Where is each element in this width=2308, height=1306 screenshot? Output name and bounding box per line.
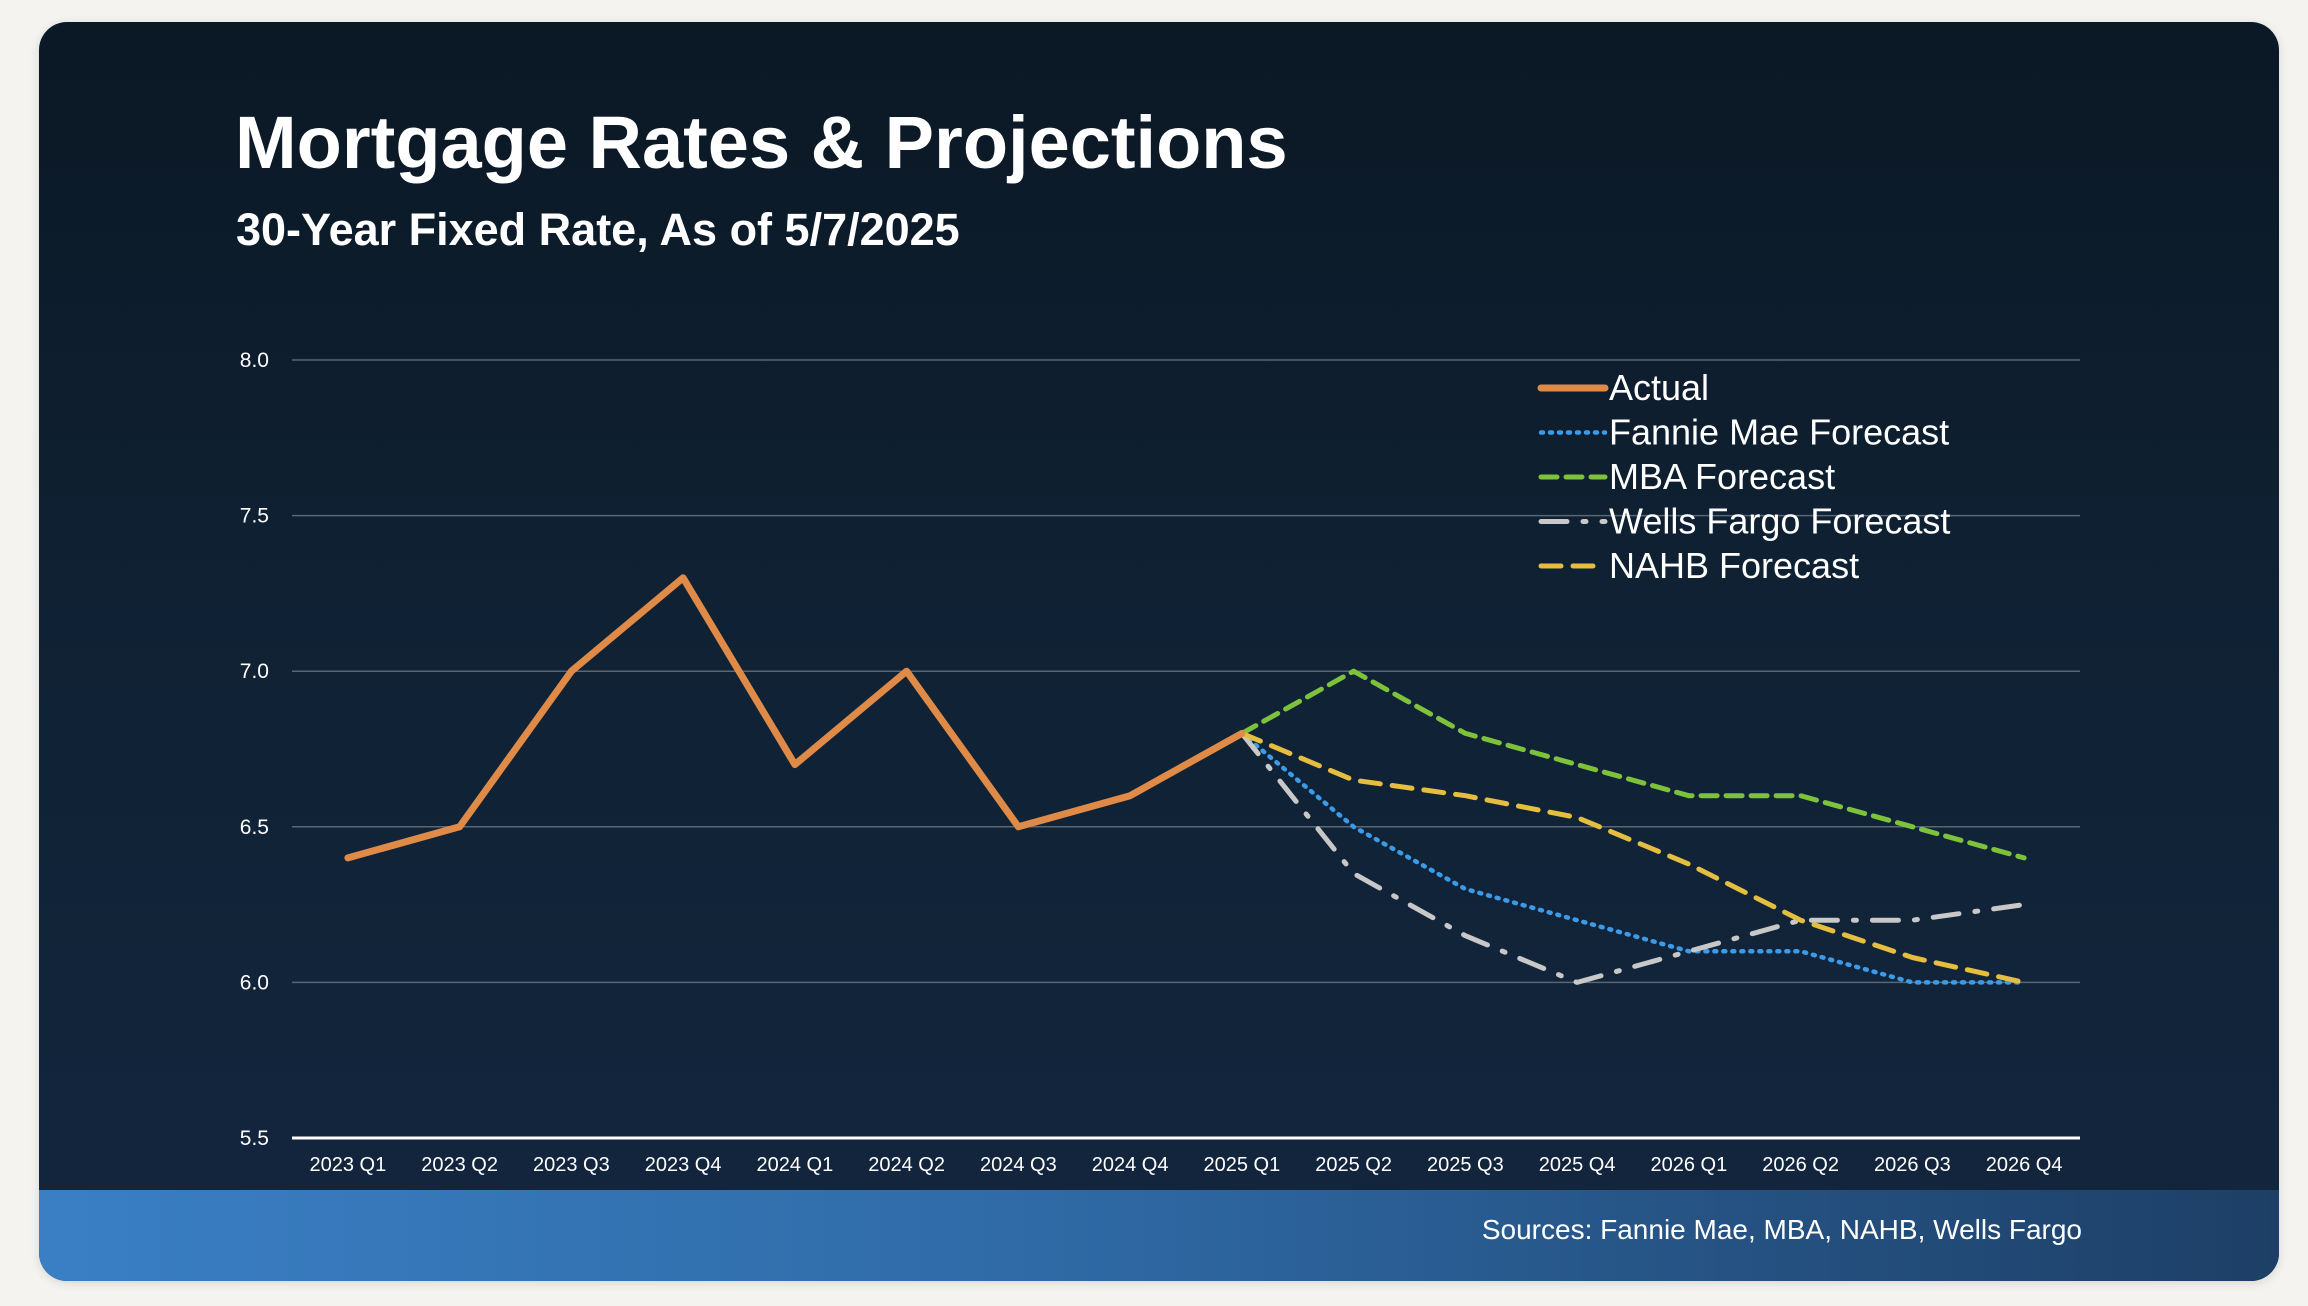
line-chart: 5.5 6.0 6.5 7.0 7.5 8.0 2023 Q1 2023 Q2 2023 Q3… bbox=[240, 349, 2080, 1176]
x-tick-label: 2025 Q2 bbox=[1315, 1154, 1392, 1176]
x-tick-label: 2024 Q2 bbox=[868, 1154, 945, 1176]
x-tick-label: 2026 Q1 bbox=[1651, 1154, 1728, 1176]
series-lines bbox=[344, 574, 2027, 985]
legend-label: Wells Fargo Forecast bbox=[1609, 501, 1950, 542]
slide: Mortgage Rates & Projections 30-Year Fix… bbox=[39, 22, 2279, 1281]
series-line-mba-forecast bbox=[1239, 668, 2027, 861]
source-note: Sources: Fannie Mae, MBA, NAHB, Wells Fa… bbox=[1481, 1214, 2082, 1245]
y-tick-label: 7.0 bbox=[240, 660, 269, 683]
x-tick-label: 2024 Q1 bbox=[757, 1154, 834, 1176]
x-tick-label: 2023 Q2 bbox=[421, 1154, 498, 1176]
y-tick-label: 6.5 bbox=[240, 816, 269, 839]
series-line-wells-fargo-forecast bbox=[1239, 730, 2027, 985]
series-line-nahb-forecast bbox=[1239, 730, 2027, 985]
x-axis-ticks: 2023 Q1 2023 Q2 2023 Q3 2023 Q4 2024 Q1 2024 … bbox=[310, 1154, 2063, 1176]
x-tick-label: 2025 Q3 bbox=[1427, 1154, 1504, 1176]
chart-subtitle: 30-Year Fixed Rate, As of 5/7/2025 bbox=[236, 204, 960, 255]
legend-label: Actual bbox=[1609, 367, 1709, 408]
x-tick-label: 2026 Q4 bbox=[1986, 1154, 2063, 1176]
y-tick-label: 7.5 bbox=[240, 505, 269, 528]
x-tick-label: 2025 Q1 bbox=[1204, 1154, 1281, 1176]
gridlines bbox=[292, 359, 2080, 1140]
legend-label: Fannie Mae Forecast bbox=[1609, 412, 1949, 453]
y-tick-label: 8.0 bbox=[240, 349, 269, 372]
chart-title: Mortgage Rates & Projections bbox=[235, 101, 1288, 184]
y-tick-label: 6.0 bbox=[240, 971, 269, 994]
footer-bar: Sources: Fannie Mae, MBA, NAHB, Wells Fa… bbox=[39, 1190, 2279, 1281]
x-tick-label: 2024 Q4 bbox=[1092, 1154, 1169, 1176]
x-tick-label: 2026 Q2 bbox=[1762, 1154, 1839, 1176]
x-tick-label: 2026 Q3 bbox=[1874, 1154, 1951, 1176]
legend-label: NAHB Forecast bbox=[1609, 545, 1859, 586]
legend-label: MBA Forecast bbox=[1609, 456, 1835, 497]
x-tick-label: 2025 Q4 bbox=[1539, 1154, 1616, 1176]
series-line-fannie-mae-forecast bbox=[1239, 731, 2027, 985]
x-tick-label: 2023 Q4 bbox=[645, 1154, 722, 1176]
x-tick-label: 2023 Q3 bbox=[533, 1154, 610, 1176]
y-axis-ticks: 5.5 6.0 6.5 7.0 7.5 8.0 bbox=[240, 349, 269, 1150]
x-tick-label: 2024 Q3 bbox=[980, 1154, 1057, 1176]
x-tick-label: 2023 Q1 bbox=[310, 1154, 387, 1176]
y-tick-label: 5.5 bbox=[240, 1127, 269, 1150]
series-line-actual bbox=[344, 574, 1246, 862]
